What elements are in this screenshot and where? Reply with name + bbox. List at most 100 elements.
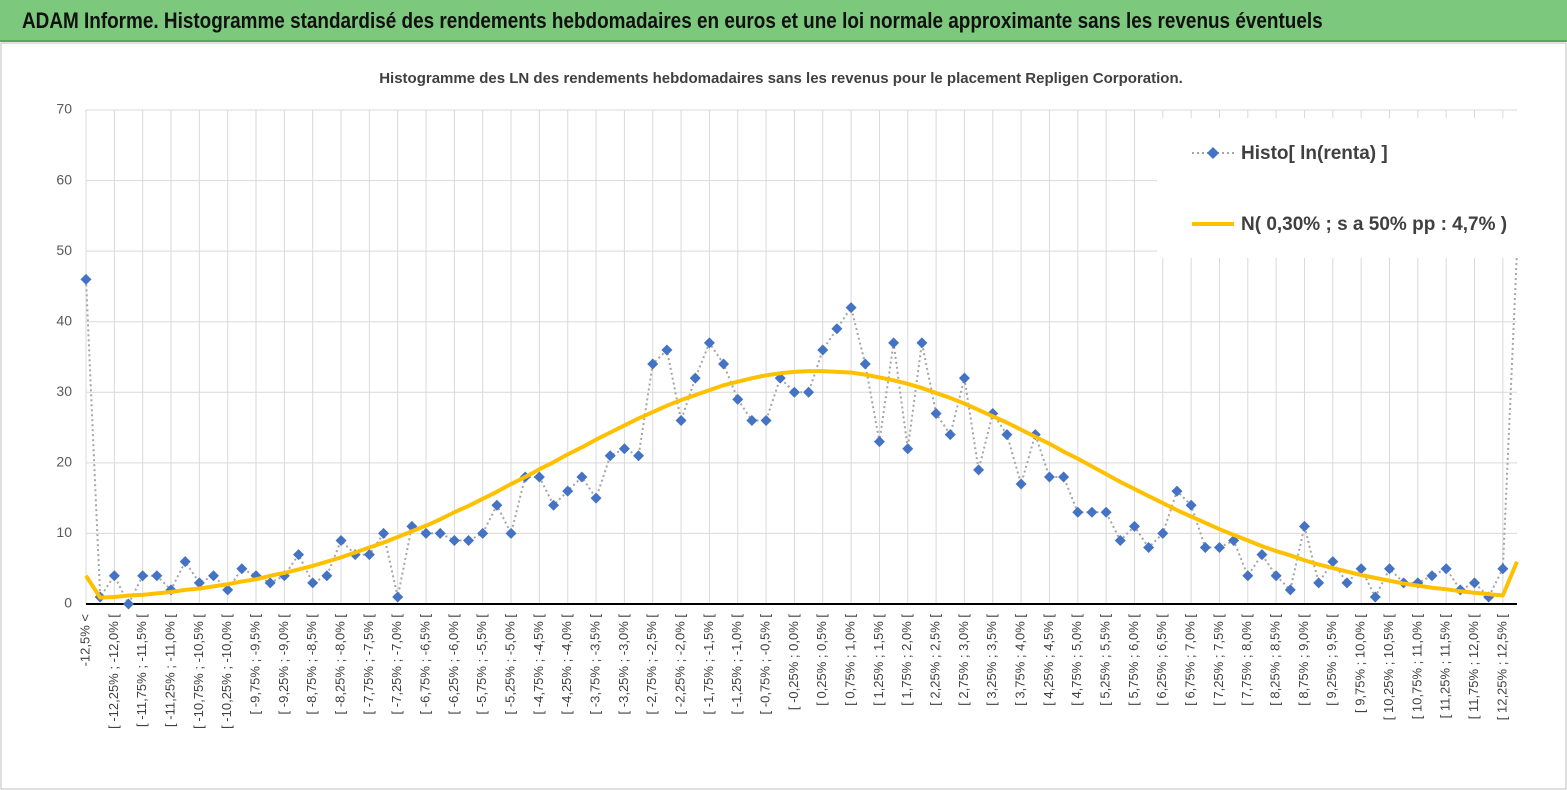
- data-point: [746, 415, 758, 427]
- data-point: [1086, 506, 1098, 518]
- x-tick-label: [ 9,25% ; 9,5% [: [1324, 614, 1339, 706]
- x-tick-label: [ -10,75% ; -10,5% [: [191, 614, 206, 729]
- data-point: [321, 570, 333, 582]
- data-point: [491, 499, 503, 511]
- x-tick-label: [ 12,25% ; 12,5% [: [1494, 614, 1509, 721]
- data-point: [1114, 534, 1126, 546]
- x-tick-label: [ 2,75% ; 3,0% [: [956, 614, 971, 706]
- x-tick-label: [ -8,75% ; -8,5% [: [304, 614, 319, 715]
- header-title: ADAM Informe. Histogramme standardisé de…: [22, 8, 1323, 33]
- header: ADAM Informe. Histogramme standardisé de…: [0, 0, 1567, 42]
- x-tick-label: [ -5,75% ; -5,5% [: [474, 614, 489, 715]
- y-tick-label: 60: [56, 171, 72, 187]
- data-point: [760, 415, 772, 427]
- legend-label: Histo[ ln(renta) ]: [1241, 143, 1388, 164]
- data-point: [448, 534, 460, 546]
- data-point: [1341, 577, 1353, 589]
- data-point: [1058, 471, 1070, 483]
- legend-marker: [1207, 147, 1219, 159]
- data-point: [647, 358, 659, 370]
- data-point: [1157, 527, 1169, 539]
- x-tick-label: [ -6,25% ; -6,0% [: [446, 614, 461, 715]
- data-point: [576, 471, 588, 483]
- x-tick-label: [ -1,25% ; -1,0% [: [729, 614, 744, 715]
- x-tick-label: [ 1,75% ; 2,0% [: [899, 614, 914, 706]
- x-tick-label: [ -11,75% ; -11,5% [: [134, 614, 149, 727]
- x-tick-label: [ -8,25% ; -8,0% [: [332, 614, 347, 715]
- data-point: [873, 436, 885, 448]
- data-point: [930, 407, 942, 419]
- data-point: [80, 273, 92, 285]
- x-tick-label: [ 3,75% ; 4,0% [: [1013, 614, 1028, 706]
- data-point: [618, 443, 630, 455]
- x-tick-label: [ 0,75% ; 1,0% [: [843, 614, 858, 706]
- data-point: [1369, 591, 1381, 603]
- x-tick-label: [ 9,75% ; 10,0% [: [1353, 614, 1368, 713]
- x-tick-label: [ -10,25% ; -10,0% [: [219, 614, 234, 729]
- x-tick-label: [ 2,25% ; 2,5% [: [928, 614, 943, 706]
- data-point: [1185, 499, 1197, 511]
- legend-box: [1157, 118, 1535, 258]
- data-point: [1270, 570, 1282, 582]
- data-point: [1001, 429, 1013, 441]
- data-point: [817, 344, 829, 356]
- data-point: [1355, 563, 1367, 575]
- data-point: [222, 584, 234, 596]
- data-point: [236, 563, 248, 575]
- x-tick-label: [ -4,75% ; -4,5% [: [531, 614, 546, 715]
- x-tick-label: [ -11,25% ; -11,0% [: [162, 614, 177, 727]
- data-point: [1213, 542, 1225, 554]
- data-point: [689, 372, 701, 384]
- data-point: [973, 464, 985, 476]
- data-point: [1128, 520, 1140, 532]
- data-point: [420, 527, 432, 539]
- data-point: [363, 549, 375, 561]
- chart-title: Histogramme des LN des rendements hebdom…: [379, 70, 1183, 87]
- data-point: [675, 415, 687, 427]
- data-point: [1242, 570, 1254, 582]
- data-point: [1468, 577, 1480, 589]
- data-point: [1497, 563, 1509, 575]
- y-tick-label: 20: [56, 454, 72, 470]
- x-tick-label: [ 6,75% ; 7,0% [: [1183, 614, 1198, 706]
- x-tick-label: [ -12,25% ; -12,0% [: [106, 614, 121, 729]
- data-point: [1043, 471, 1055, 483]
- chart: Histogramme des LN des rendements hebdom…: [0, 42, 1567, 790]
- data-point: [335, 534, 347, 546]
- data-point: [1143, 542, 1155, 554]
- x-tick-label: [ 6,25% ; 6,5% [: [1154, 614, 1169, 706]
- x-tick-label: [ 3,25% ; 3,5% [: [984, 614, 999, 706]
- data-point: [1298, 520, 1310, 532]
- data-point: [788, 386, 800, 398]
- data-point: [803, 386, 815, 398]
- x-tick-label: [ -5,25% ; -5,0% [: [502, 614, 517, 715]
- data-point: [151, 570, 163, 582]
- y-tick-label: 0: [64, 595, 72, 611]
- data-point: [604, 450, 616, 462]
- data-point: [208, 570, 220, 582]
- x-tick-label: [ -4,25% ; -4,0% [: [559, 614, 574, 715]
- data-point: [1072, 506, 1084, 518]
- x-tick-label: [ -1,75% ; -1,5% [: [701, 614, 716, 715]
- x-tick-label: -12,5% <: [77, 614, 92, 666]
- data-point: [590, 492, 602, 504]
- x-tick-label: [ 4,25% ; 4,5% [: [1041, 614, 1056, 706]
- data-point: [1199, 542, 1211, 554]
- x-tick-label: [ 11,75% ; 12,0% [: [1466, 614, 1481, 720]
- data-point: [463, 534, 475, 546]
- data-point: [562, 485, 574, 497]
- y-tick-label: 30: [56, 383, 72, 399]
- data-point: [1256, 549, 1268, 561]
- x-tick-label: [ 5,75% ; 6,0% [: [1126, 614, 1141, 706]
- data-point: [831, 323, 843, 335]
- data-point: [1100, 506, 1112, 518]
- data-point: [1383, 563, 1395, 575]
- data-point: [1327, 556, 1339, 568]
- x-tick-label: [ 7,75% ; 8,0% [: [1239, 614, 1254, 706]
- data-point: [137, 570, 149, 582]
- data-point: [1015, 478, 1027, 490]
- data-point: [1171, 485, 1183, 497]
- data-point: [1426, 570, 1438, 582]
- data-point: [548, 499, 560, 511]
- data-point: [859, 358, 871, 370]
